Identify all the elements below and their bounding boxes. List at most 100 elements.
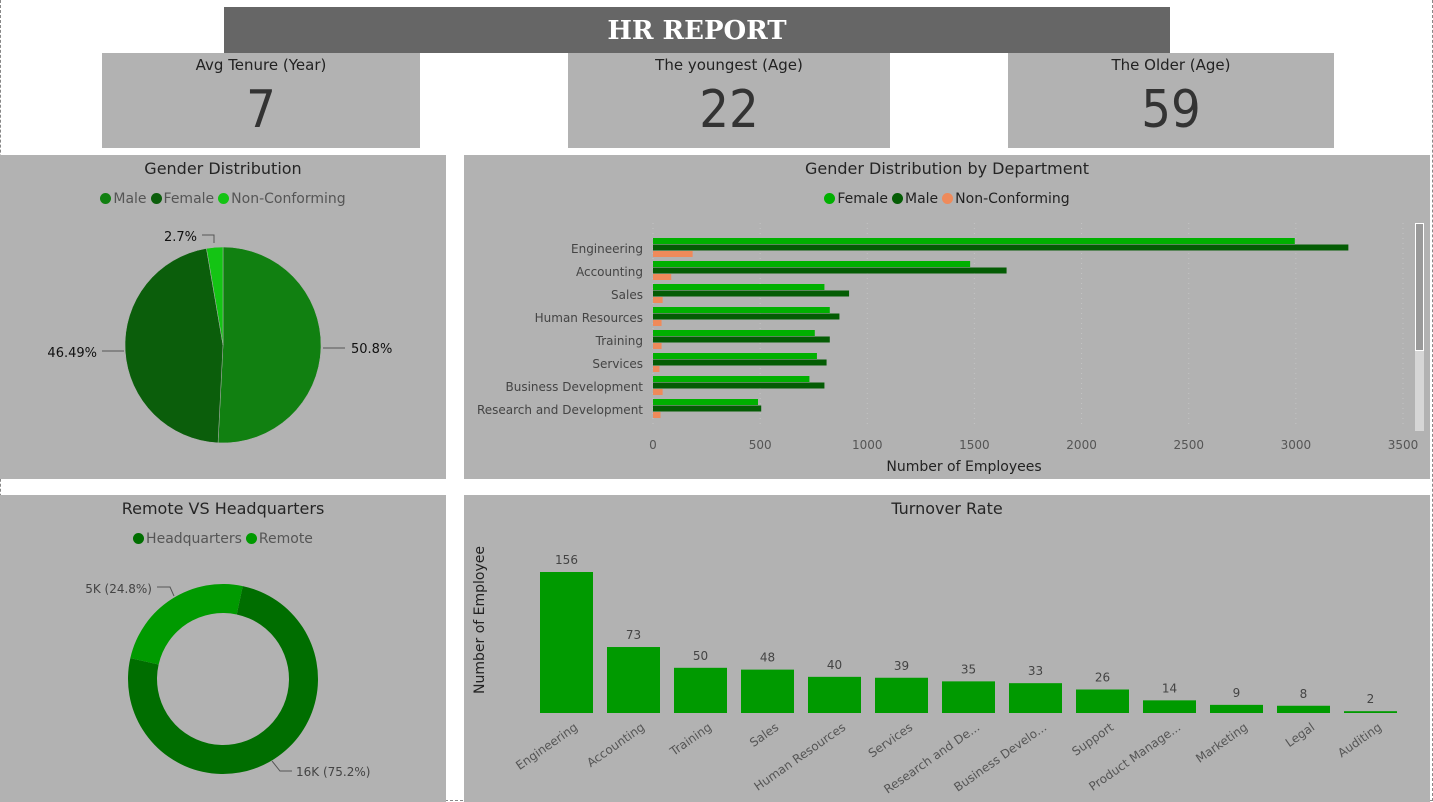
turnover-bar — [1143, 700, 1196, 713]
legend-item[interactable]: Female — [824, 191, 888, 207]
turnover-bar — [808, 676, 861, 713]
data-label: 39 — [894, 659, 909, 673]
bar-non-conforming — [653, 366, 660, 372]
chart-title: Gender Distribution by Department — [804, 159, 1089, 178]
legend-item[interactable]: Remote — [245, 531, 313, 547]
report-title: HR REPORT — [224, 7, 1170, 53]
legend-label: Headquarters — [146, 531, 242, 547]
kpi-label: The Older (Age) — [1111, 56, 1231, 74]
data-label: 35 — [961, 662, 976, 676]
x-tick-label: Services — [866, 720, 915, 760]
legend-label: Male — [113, 191, 147, 207]
bar-non-conforming — [653, 389, 663, 395]
scrollbar[interactable] — [1415, 223, 1424, 431]
x-tick-label: Legal — [1283, 720, 1317, 750]
data-label: 50.8% — [351, 342, 392, 357]
kpi-avg-tenure: Avg Tenure (Year) 7 — [102, 53, 420, 148]
data-label: 73 — [626, 628, 641, 642]
data-label: 2.7% — [164, 230, 197, 245]
legend-label: Remote — [258, 531, 313, 547]
bar-male — [653, 244, 1349, 251]
legend-item[interactable]: Male — [891, 191, 939, 207]
legend-dot-icon — [891, 193, 903, 204]
remote-vs-headquarters-chart[interactable]: 16K (75.2%) 5K (24.8%) Remote VS Headquar… — [0, 495, 446, 802]
bar-male — [653, 267, 1007, 274]
legend-dot-icon — [133, 533, 145, 544]
bar-female — [653, 330, 815, 336]
turnover-bar — [875, 677, 928, 713]
data-label: 46.49% — [47, 346, 97, 361]
turnover-rate-chart[interactable]: Number of Employee 156 Engineering 73 Accoun… — [464, 495, 1430, 802]
bar-female — [653, 307, 830, 313]
legend-dot-icon — [942, 193, 954, 204]
leader-line — [202, 234, 215, 243]
bar-female — [653, 284, 825, 290]
bar-male — [653, 382, 825, 389]
data-label: 40 — [827, 658, 842, 672]
y-tick-label: Engineering — [571, 242, 643, 256]
gender-distribution-chart[interactable]: 50.8% 46.49% 2.7% Gender Distribution Male… — [0, 155, 446, 479]
legend-dot-icon — [150, 193, 162, 204]
turnover-bar — [741, 669, 794, 713]
x-tick-label: 3500 — [1388, 438, 1419, 452]
data-label: 14 — [1162, 681, 1177, 695]
bar-female — [653, 238, 1295, 244]
scrollbar-thumb[interactable] — [1415, 223, 1424, 351]
bar-female — [653, 261, 971, 267]
legend-item[interactable]: Female — [150, 191, 215, 207]
x-tick-label: Engineering — [513, 720, 580, 773]
data-label: 26 — [1095, 671, 1110, 685]
donut-segment-remote — [130, 584, 243, 665]
x-tick-label: Auditing — [1335, 720, 1384, 760]
y-tick-label: Services — [592, 357, 643, 371]
data-label: 2 — [1367, 692, 1375, 706]
x-tick-label: 2500 — [1173, 438, 1204, 452]
kpi-oldest-age: The Older (Age) 59 — [1008, 53, 1334, 148]
leader-line — [157, 586, 175, 597]
chart-title: Turnover Rate — [891, 499, 1003, 518]
x-tick-label: 1500 — [959, 438, 990, 452]
leader-line — [271, 760, 292, 772]
pie-slice-male — [217, 246, 322, 444]
chart-legend: Headquarters Remote — [0, 531, 446, 547]
bar-female — [653, 376, 810, 382]
gender-by-department-chart[interactable]: 0 500 1000 1500 2000 2500 3000 3500 Engineering A… — [464, 155, 1430, 479]
x-tick-label: 1000 — [852, 438, 883, 452]
chart-legend: Female Male Non-Conforming — [464, 191, 1430, 207]
bar-male — [653, 290, 850, 297]
x-tick-label: 500 — [749, 438, 772, 452]
data-label: 48 — [760, 651, 775, 665]
legend-label: Non-Conforming — [231, 191, 346, 207]
turnover-bar — [1076, 689, 1129, 713]
y-tick-label: Accounting — [576, 265, 643, 279]
bar-non-conforming — [653, 297, 663, 303]
chart-title: Remote VS Headquarters — [121, 499, 325, 518]
turnover-bar — [1009, 683, 1062, 713]
turnover-bar — [540, 572, 593, 713]
data-label: 156 — [555, 553, 578, 567]
data-label: 50 — [693, 649, 708, 663]
chart-legend: Male Female Non-Conforming — [0, 191, 446, 207]
legend-label: Male — [904, 191, 939, 207]
bar-male — [653, 405, 762, 412]
legend-item[interactable]: Headquarters — [133, 531, 242, 547]
legend-item[interactable]: Non-Conforming — [942, 191, 1070, 207]
x-tick-label: Training — [667, 720, 715, 759]
legend-label: Female — [163, 191, 215, 207]
legend-label: Non-Conforming — [955, 191, 1070, 207]
y-tick-label: Human Resources — [535, 311, 643, 325]
data-label: 9 — [1233, 686, 1241, 700]
donut-segment-headquarters — [128, 586, 318, 774]
legend-item[interactable]: Male — [100, 191, 147, 207]
data-label: 16K (75.2%) — [296, 765, 370, 779]
x-tick-label: 0 — [649, 438, 657, 452]
bar-non-conforming — [653, 343, 662, 349]
legend-item[interactable]: Non-Conforming — [218, 191, 346, 207]
legend-dot-icon — [218, 193, 230, 204]
kpi-value: 22 — [699, 80, 759, 140]
turnover-bar — [674, 667, 727, 713]
pie-slice-female — [124, 248, 224, 444]
x-axis-title: Number of Employees — [886, 459, 1041, 475]
bar-male — [653, 359, 827, 366]
legend-label: Female — [837, 191, 888, 207]
